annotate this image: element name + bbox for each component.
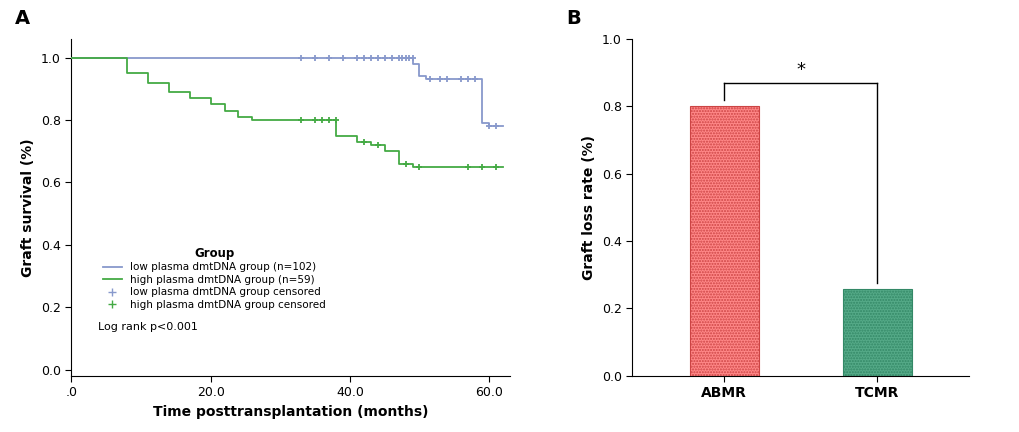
Y-axis label: Graft loss rate (%): Graft loss rate (%) xyxy=(582,135,596,280)
Y-axis label: Graft survival (%): Graft survival (%) xyxy=(21,138,36,276)
Text: A: A xyxy=(15,9,31,28)
X-axis label: Time posttransplantation (months): Time posttransplantation (months) xyxy=(153,405,428,419)
Text: B: B xyxy=(566,9,580,28)
Text: *: * xyxy=(796,61,804,79)
Text: Log rank p<0.001: Log rank p<0.001 xyxy=(98,322,198,332)
Bar xyxy=(842,289,911,376)
Legend: low plasma dmtDNA group (n=102), high plasma dmtDNA group (n=59), low plasma dmt: low plasma dmtDNA group (n=102), high pl… xyxy=(103,247,325,310)
Bar xyxy=(689,106,758,376)
